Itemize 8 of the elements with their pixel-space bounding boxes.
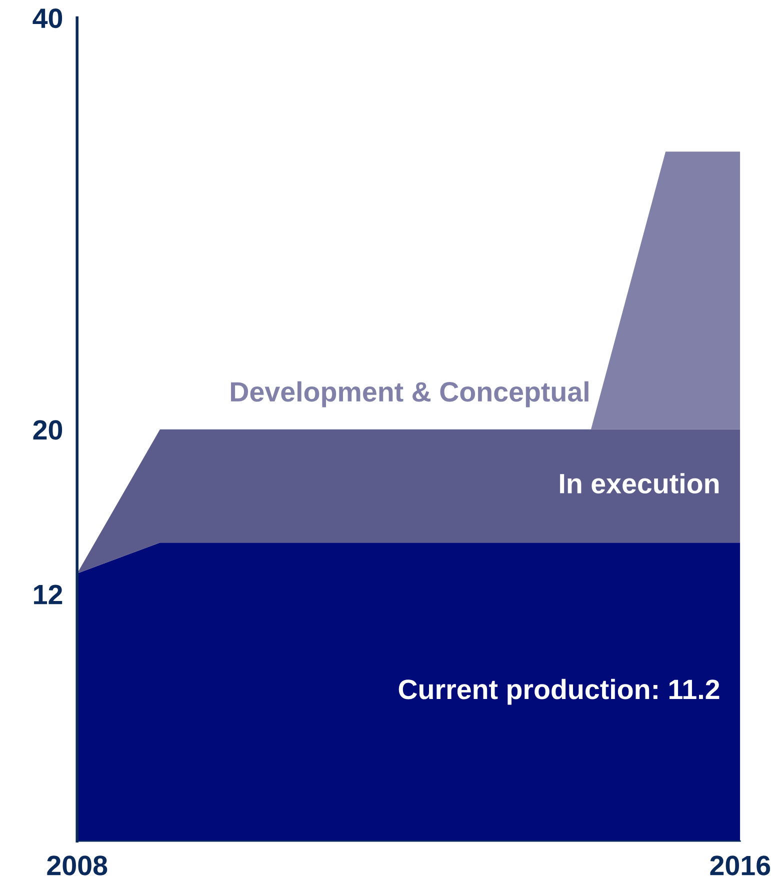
y-tick-label: 20 bbox=[33, 420, 62, 440]
x-tick-label: 2016 bbox=[710, 856, 770, 876]
series-label: Development & Conceptual bbox=[231, 381, 588, 408]
x-tick-label: 2008 bbox=[47, 856, 108, 876]
y-tick-label: 40 bbox=[32, 8, 62, 28]
series-label: Current production: 11.2 bbox=[398, 678, 720, 705]
series-label: In execution bbox=[560, 473, 719, 494]
y-tick-label: 12 bbox=[34, 584, 62, 604]
